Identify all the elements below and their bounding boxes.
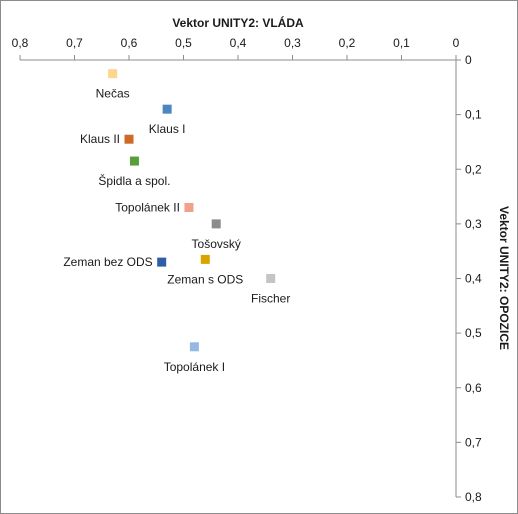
y-tick-label: 0,5 (465, 326, 482, 340)
data-label-zeman-bez-ods: Zeman bez ODS (63, 255, 152, 269)
data-point-zeman-bez-ods (157, 257, 167, 267)
x-axis-title: Vektor UNITY2: VLÁDA (172, 15, 304, 30)
y-tick-label: 0,3 (465, 217, 482, 231)
x-tick-label: 0,7 (66, 36, 83, 50)
data-label-tosovsky: Tošovský (192, 237, 241, 251)
data-point-klaus-ii (124, 134, 134, 144)
x-tick-label: 0,2 (339, 36, 356, 50)
data-label-spidla-a-spol: Špidla a spol. (98, 173, 170, 188)
data-label-fischer: Fischer (251, 292, 290, 306)
data-point-zeman-s-ods (200, 254, 210, 264)
y-tick-label: 0,1 (465, 108, 482, 122)
data-label-zeman-s-ods: Zeman s ODS (167, 272, 243, 286)
x-tick-label: 0,6 (121, 36, 138, 50)
data-point-klaus-i (162, 104, 172, 114)
data-point-tosovsky (211, 219, 221, 229)
y-tick-label: 0 (465, 53, 472, 67)
x-tick-label: 0 (453, 36, 460, 50)
x-tick-label: 0,4 (230, 36, 247, 50)
data-point-topolanek-ii (184, 202, 194, 212)
data-point-topolanek-i (189, 342, 199, 352)
data-label-topolanek-ii: Topolánek II (115, 200, 180, 214)
data-label-topolanek-i: Topolánek I (164, 360, 225, 374)
x-tick-label: 0,3 (284, 36, 301, 50)
x-axis-ticks: 0,8 0,7 0,6 0,5 0,4 0,3 0,2 0,1 0 (12, 36, 460, 60)
x-tick-label: 0,8 (12, 36, 29, 50)
y-tick-label: 0,4 (465, 272, 482, 286)
y-tick-label: 0,7 (465, 435, 482, 449)
y-axis-ticks: 0 0,1 0,2 0,3 0,4 0,5 0,6 0,7 0,8 (456, 53, 482, 504)
y-tick-label: 0,2 (465, 162, 482, 176)
y-tick-label: 0,8 (465, 490, 482, 504)
data-point-necas (108, 69, 118, 79)
x-tick-label: 0,1 (393, 36, 410, 50)
data-point-fischer (266, 274, 276, 283)
data-label-klaus-ii: Klaus II (80, 132, 120, 146)
data-label-necas: Nečas (96, 87, 130, 101)
y-axis-title: Vektor UNITY2: OPOZICE (497, 206, 511, 350)
y-tick-label: 0,6 (465, 381, 482, 395)
data-label-klaus-i: Klaus I (149, 122, 186, 136)
data-point-spidla-a-spol (129, 156, 139, 166)
data-points: Nečas Klaus I Klaus II Špidla a spol. Topolá… (63, 69, 290, 374)
x-tick-label: 0,5 (175, 36, 192, 50)
